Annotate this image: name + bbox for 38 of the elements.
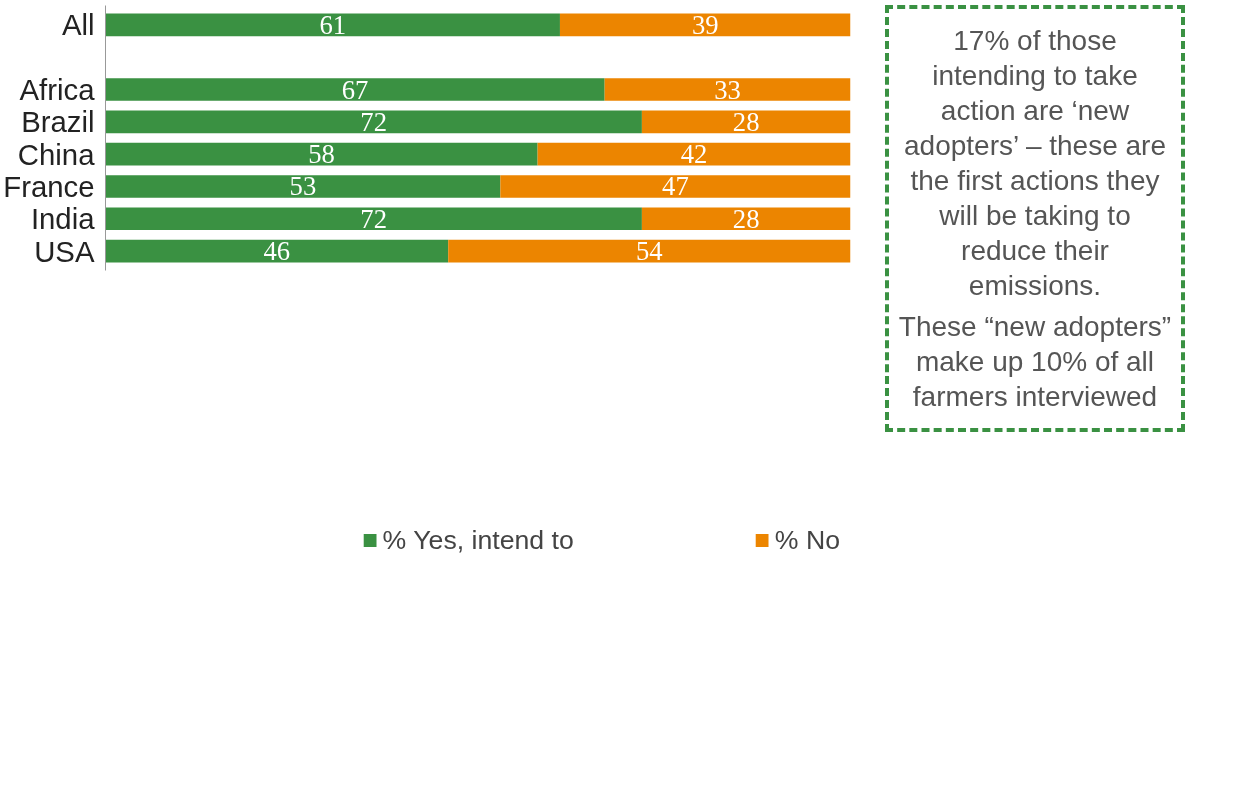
- bar: [641, 110, 851, 134]
- bar: [105, 207, 642, 231]
- bar: [105, 78, 605, 101]
- legend-label: % Yes, intend to: [382, 524, 574, 556]
- data-label: 61: [319, 9, 347, 40]
- bar: [604, 78, 851, 101]
- bar: [500, 175, 851, 198]
- data-label: 58: [308, 139, 335, 170]
- bar: [641, 207, 851, 231]
- bar: [105, 110, 642, 134]
- y-tick-label: All: [61, 8, 95, 42]
- y-tick-label: Brazil: [21, 105, 95, 139]
- bar: [105, 13, 560, 37]
- bar: [448, 239, 851, 263]
- data-label: 33: [714, 74, 741, 105]
- y-tick-label: France: [3, 169, 95, 203]
- data-label: 39: [691, 9, 719, 40]
- data-label: 28: [732, 203, 760, 234]
- data-label: 42: [680, 139, 708, 170]
- bar: [105, 142, 538, 166]
- data-label: 28: [732, 106, 760, 137]
- legend-label: % No: [774, 524, 840, 556]
- data-label: 72: [360, 203, 388, 234]
- data-label: 53: [289, 171, 317, 202]
- y-tick-label: USA: [34, 234, 95, 268]
- data-label: 47: [662, 171, 689, 202]
- bar: [537, 142, 851, 166]
- callout-box: 17% of those intending to take action are ‘new adopters’ – these are the first actions they will be taking to reduce their emissions. These “new adopters” make up 10% of all farmers interviewed: [885, 5, 1185, 432]
- bar: [105, 175, 501, 198]
- bar: [559, 13, 851, 37]
- data-label: 67: [341, 74, 369, 105]
- y-tick-label: China: [17, 137, 96, 171]
- data-label: 72: [360, 106, 388, 137]
- data-label: 46: [263, 236, 291, 267]
- bar: [105, 239, 449, 263]
- y-tick-label: Africa: [19, 73, 96, 107]
- y-tick-label: India: [30, 202, 96, 236]
- data-label: 54: [636, 236, 663, 267]
